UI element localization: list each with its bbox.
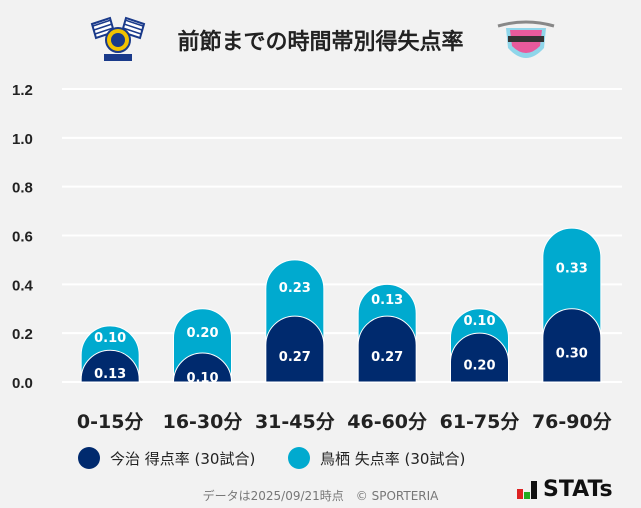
y-tick-label: 0.0 [12,375,33,392]
y-tick-label: 0.6 [12,229,33,246]
legend-label: 今治 得点率 (30試合) [110,449,256,468]
x-tick-label: 16-30分 [163,411,243,433]
data-label-tosu: 0.23 [279,281,311,296]
bar-imabari [450,332,509,383]
data-label-tosu: 0.33 [556,261,588,276]
bar-imabari [265,315,325,383]
data-label-imabari: 0.20 [463,359,495,374]
stats-brand: STATs [543,477,613,502]
data-label-tosu: 0.10 [463,314,495,329]
bar-imabari [172,352,233,383]
stats-logo: STATs [517,477,613,502]
bar-imabari [357,315,417,383]
legend-label: 鳥栖 失点率 (30試合) [320,449,466,468]
data-label-imabari: 0.13 [94,367,126,382]
data-label-imabari: 0.10 [186,371,218,386]
x-tick-label: 61-75分 [440,411,520,433]
bar-imabari [542,308,602,383]
data-label-tosu: 0.13 [371,293,403,308]
legend-item-tosu: 鳥栖 失点率 (30試合) [288,447,465,469]
bar-chart: 0.0 0.2 0.4 0.6 0.8 1.0 1.2 0.13 0.10 0-15分 0.10 0.… [12,82,622,433]
legend-swatch [288,447,310,469]
data-label-tosu: 0.20 [186,326,218,341]
data-label-imabari: 0.27 [279,350,311,365]
data-label-imabari: 0.27 [371,350,403,365]
y-tick-label: 0.2 [12,326,33,343]
data-label-imabari: 0.30 [556,346,588,361]
chart-title: 前節までの時間帯別得失点率 [177,30,464,55]
x-tick-label: 31-45分 [255,411,335,433]
sagantosu-logo [496,20,556,72]
legend-item-imabari: 今治 得点率 (30試合) [78,447,255,469]
x-tick-label: 46-60分 [347,411,427,433]
data-label-tosu: 0.10 [94,331,126,346]
y-tick-label: 1.0 [12,131,33,148]
y-tick-label: 0.4 [12,277,34,294]
legend-swatch [78,447,100,469]
imabari-logo [88,16,148,70]
y-tick-label: 0.8 [12,180,33,197]
x-tick-label: 0-15分 [77,411,144,433]
stats-bars-icon [517,480,537,499]
x-tick-label: 76-90分 [532,411,612,433]
bar-imabari [80,349,140,383]
footer-note: データは2025/09/21時点 © SPORTERIA [202,489,439,503]
y-tick-label: 1.2 [12,82,33,99]
